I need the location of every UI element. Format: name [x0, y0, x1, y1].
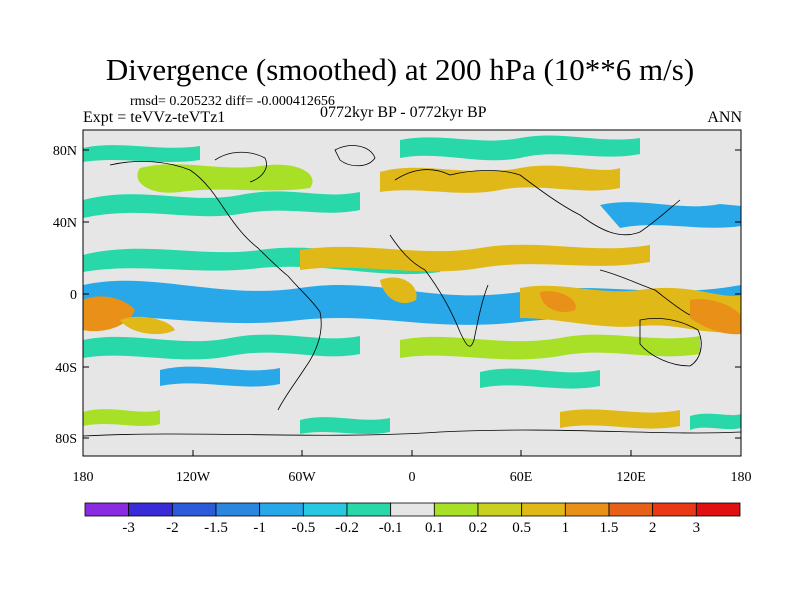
lon-tick-label: 0: [409, 470, 416, 485]
lon-tick-label: 60E: [510, 470, 533, 485]
colorbar-label: -2: [166, 520, 179, 536]
colorbar-label: -1.5: [204, 520, 228, 536]
longitude-axis: 180 120W 60W 0 60E 120E 180: [73, 450, 752, 485]
colorbar-label: 3: [693, 520, 701, 536]
colorbar-box: [608, 502, 654, 517]
coastlines: [83, 145, 741, 437]
lon-tick-label: 60W: [288, 470, 316, 485]
colorbar-label: -0.2: [335, 520, 359, 536]
colorbar-box: [259, 502, 304, 517]
lat-tick-label: 0: [70, 288, 77, 303]
colorbar-boxes: [84, 502, 741, 517]
colorbar-label: -0.1: [379, 520, 403, 536]
colorbar-label: 0.1: [425, 520, 444, 536]
colorbar-box: [477, 502, 523, 517]
colorbar-label: 0.5: [512, 520, 531, 536]
colorbar-box: [128, 502, 173, 517]
lat-tick-label: 40N: [53, 216, 77, 231]
colorbar-box: [564, 502, 610, 517]
colorbar-label: 1: [562, 520, 570, 536]
colorbar-box: [390, 502, 435, 517]
colorbar-label: 2: [649, 520, 657, 536]
colorbar-box: [215, 502, 261, 517]
colorbar-box: [695, 502, 741, 517]
colorbar-label: 0.2: [469, 520, 488, 536]
divergence-field: [83, 135, 741, 434]
colorbar-label: 1.5: [600, 520, 619, 536]
lon-tick-label: 120W: [176, 470, 211, 485]
lon-tick-label: 120E: [616, 470, 646, 485]
lat-tick-label: 80S: [55, 432, 77, 447]
lat-tick-label: 80N: [53, 144, 77, 159]
colorbar-label: -0.5: [291, 520, 315, 536]
colorbar-box: [346, 502, 392, 517]
lon-tick-label: 180: [731, 470, 752, 485]
lat-tick-label: 40S: [55, 361, 77, 376]
colorbar-box: [84, 502, 130, 517]
experiment-label: Expt = teVVz-teVTz1: [83, 109, 226, 126]
lon-tick-label: 180: [73, 470, 94, 485]
latitude-axis: 80N 40N 0 40S 80S: [53, 144, 741, 447]
colorbar-box: [521, 502, 566, 517]
colorbar-box: [652, 502, 697, 517]
period-label: 0772kyr BP - 0772kyr BP: [320, 104, 487, 121]
season-label: ANN: [707, 109, 742, 126]
colorbar-box: [302, 502, 348, 517]
colorbar-label: -1: [253, 520, 266, 536]
colorbar-label: -3: [122, 520, 135, 536]
colorbar-box: [171, 502, 217, 517]
colorbar-labels: -3 -2 -1.5 -1 -0.5 -0.2 -0.1 0.1 0.2 0.5 1 1.5 2 3: [122, 520, 700, 536]
plot-title: Divergence (smoothed) at 200 hPa (10**6 …: [105, 52, 695, 87]
colorbar-box: [433, 502, 479, 517]
stats-line: rmsd= 0.205232 diff= -0.000412656: [130, 94, 335, 109]
